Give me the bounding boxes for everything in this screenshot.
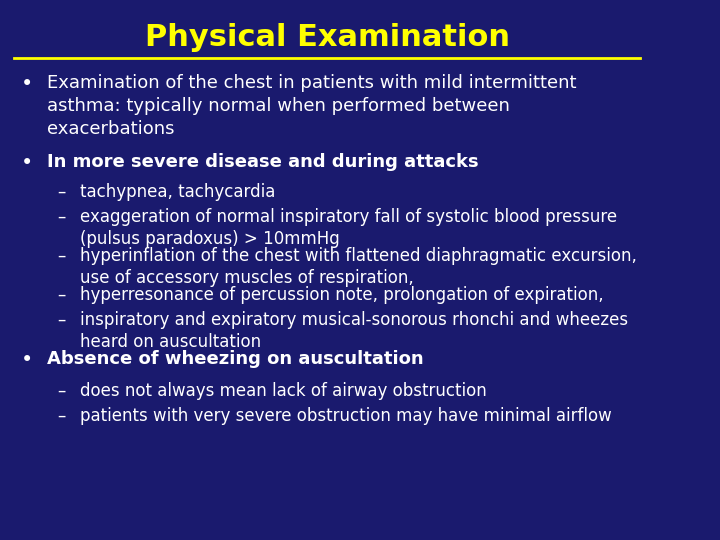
Text: –: – — [57, 407, 65, 425]
Text: Examination of the chest in patients with mild intermittent
asthma: typically no: Examination of the chest in patients wit… — [47, 74, 577, 138]
Text: tachypnea, tachycardia: tachypnea, tachycardia — [79, 183, 275, 201]
Text: Absence of wheezing on auscultation: Absence of wheezing on auscultation — [47, 349, 423, 368]
Text: •: • — [21, 349, 33, 369]
Text: –: – — [57, 382, 65, 400]
Text: Physical Examination: Physical Examination — [145, 23, 510, 52]
Text: –: – — [57, 286, 65, 303]
Text: –: – — [57, 311, 65, 329]
Text: •: • — [21, 74, 33, 94]
Text: •: • — [21, 153, 33, 173]
Text: –: – — [57, 208, 65, 226]
Text: exaggeration of normal inspiratory fall of systolic blood pressure
(pulsus parad: exaggeration of normal inspiratory fall … — [79, 208, 617, 248]
Text: does not always mean lack of airway obstruction: does not always mean lack of airway obst… — [79, 382, 486, 400]
Text: –: – — [57, 247, 65, 265]
Text: –: – — [57, 183, 65, 201]
Text: In more severe disease and during attacks: In more severe disease and during attack… — [47, 153, 479, 171]
Text: inspiratory and expiratory musical-sonorous rhonchi and wheezes
heard on auscult: inspiratory and expiratory musical-sonor… — [79, 311, 628, 351]
Text: patients with very severe obstruction may have minimal airflow: patients with very severe obstruction ma… — [79, 407, 611, 425]
Text: hyperinflation of the chest with flattened diaphragmatic excursion,
use of acces: hyperinflation of the chest with flatten… — [79, 247, 636, 287]
Text: hyperresonance of percussion note, prolongation of expiration,: hyperresonance of percussion note, prolo… — [79, 286, 603, 303]
